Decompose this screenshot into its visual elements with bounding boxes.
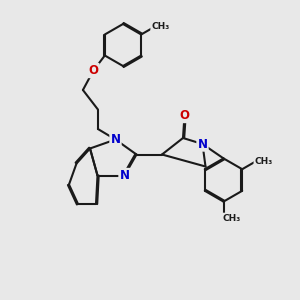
Text: N: N [119,169,130,182]
Text: N: N [110,133,121,146]
Text: CH₃: CH₃ [223,214,241,223]
Text: O: O [179,109,190,122]
Text: CH₃: CH₃ [254,157,273,166]
Text: N: N [197,137,208,151]
Text: CH₃: CH₃ [151,22,169,31]
Text: O: O [88,64,98,77]
